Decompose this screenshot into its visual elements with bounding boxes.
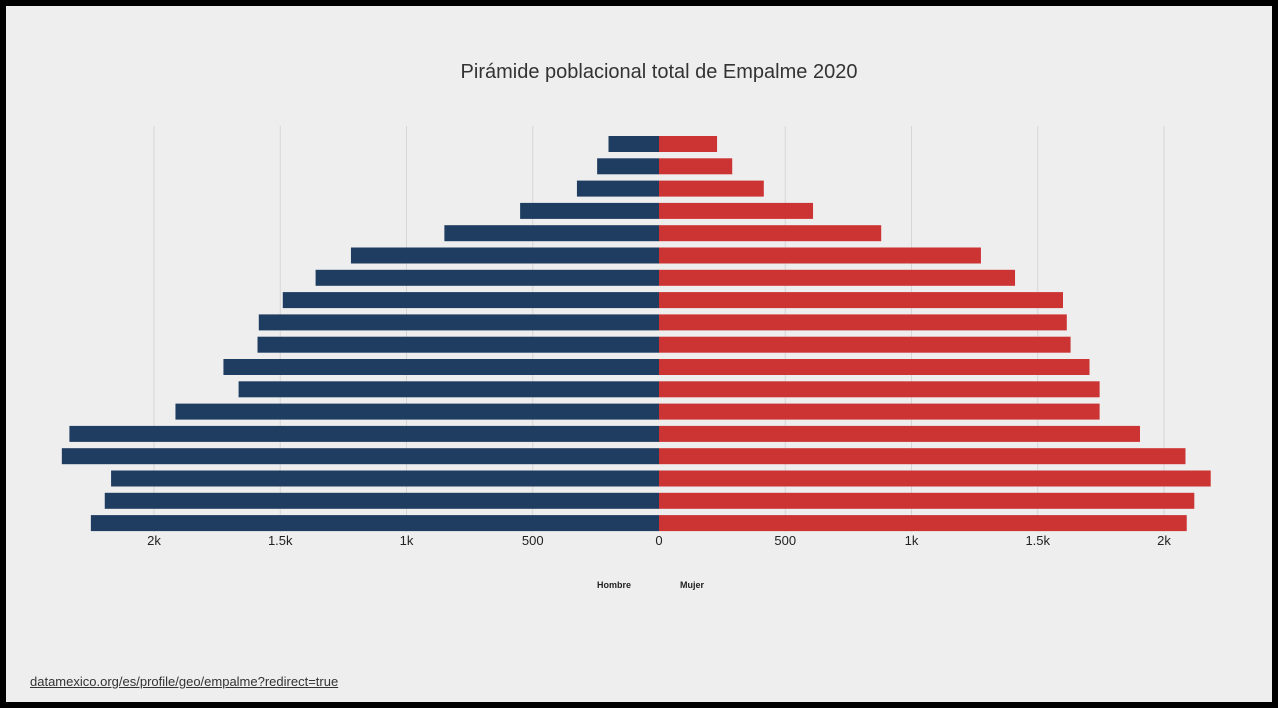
bar-hombre[interactable] [111, 470, 659, 487]
bar-mujer[interactable] [659, 359, 1090, 375]
bar-hombre[interactable] [257, 336, 659, 353]
bar-hombre[interactable] [350, 247, 659, 264]
bar-mujer[interactable] [659, 515, 1187, 532]
x-tick-label: 1k [400, 533, 414, 548]
x-tick-label: 500 [774, 533, 796, 548]
bar-hombre[interactable] [90, 515, 659, 532]
x-tick-label: 1.5k [1025, 533, 1050, 548]
bar-mujer[interactable] [659, 269, 1016, 286]
bar-hombre[interactable] [69, 425, 660, 442]
x-tick-label: 1k [905, 533, 919, 548]
source-link[interactable]: datamexico.org/es/profile/geo/empalme?re… [30, 674, 339, 689]
bar-mujer[interactable] [659, 314, 1067, 331]
bar-hombre[interactable] [175, 403, 659, 420]
bar-hombre[interactable] [597, 158, 659, 175]
bar-mujer[interactable] [659, 336, 1071, 353]
bar-hombre[interactable] [104, 492, 659, 509]
bar-mujer[interactable] [659, 381, 1100, 398]
x-axis-ticks: 2k 1.5k 1k 500 0 500 1k 1.5k 2k [147, 533, 1171, 548]
bar-hombre[interactable] [520, 202, 659, 219]
bar-hombre[interactable] [238, 381, 659, 398]
bar-mujer[interactable] [659, 292, 1063, 309]
chart-title: Pirámide poblacional total de Empalme 20… [461, 61, 858, 83]
bars-layer [61, 136, 1211, 532]
bar-hombre[interactable] [258, 314, 659, 331]
bar-mujer[interactable] [659, 158, 733, 175]
bar-hombre[interactable] [608, 136, 660, 152]
bar-hombre[interactable] [61, 448, 659, 465]
bar-hombre[interactable] [282, 292, 659, 309]
bar-hombre[interactable] [444, 225, 659, 242]
x-tick-label: 500 [522, 533, 544, 548]
bar-mujer[interactable] [659, 225, 882, 242]
bar-hombre[interactable] [223, 359, 659, 375]
x-tick-label: 1.5k [268, 533, 293, 548]
bar-hombre[interactable] [315, 269, 659, 286]
x-tick-label: 2k [1157, 533, 1171, 548]
bar-mujer[interactable] [659, 136, 718, 152]
legend: Hombre Mujer [597, 580, 705, 590]
bar-mujer[interactable] [659, 180, 764, 197]
x-tick-label: 0 [655, 533, 662, 548]
legend-label-hombre[interactable]: Hombre [597, 580, 631, 590]
bar-mujer[interactable] [659, 448, 1186, 465]
bar-mujer[interactable] [659, 492, 1195, 509]
bar-mujer[interactable] [659, 403, 1100, 420]
bar-mujer[interactable] [659, 247, 981, 264]
bar-mujer[interactable] [659, 202, 814, 219]
legend-label-mujer[interactable]: Mujer [680, 580, 705, 590]
bar-mujer[interactable] [659, 470, 1211, 487]
bar-hombre[interactable] [576, 180, 659, 197]
x-tick-label: 2k [147, 533, 161, 548]
bar-mujer[interactable] [659, 425, 1141, 442]
